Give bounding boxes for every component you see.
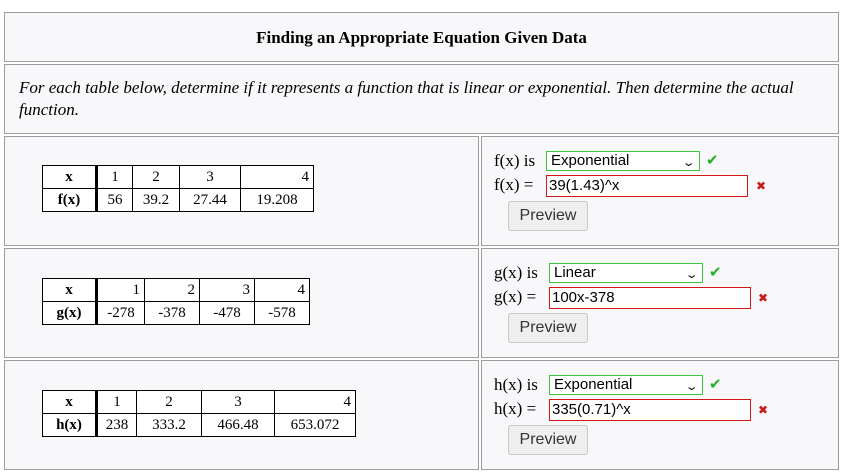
h-type-value: Exponential: [554, 376, 633, 393]
cross-icon: ✖: [758, 403, 769, 417]
table-cell: -578: [254, 301, 310, 325]
g-data-table: x 1 2 3 4 g(x) -278 -378 -478 -578: [42, 278, 310, 325]
table-row: g(x) -278 -378 -478 -578: [42, 301, 310, 325]
table-row: x 1 2 3 4: [42, 390, 356, 414]
problem-h-table-panel: x 1 2 3 4 h(x) 238 333.2 466.48 653.072: [4, 360, 479, 470]
table-row: x 1 2 3 4: [42, 165, 314, 189]
table-cell: 4: [254, 278, 310, 302]
title-panel: Finding an Appropriate Equation Given Da…: [4, 12, 839, 62]
h-data-table: x 1 2 3 4 h(x) 238 333.2 466.48 653.072: [42, 390, 356, 437]
table-cell: 56: [96, 188, 133, 212]
table-cell: 333.2: [136, 413, 202, 437]
problem-g-answer-panel: g(x) is Linear ⌄ ✔ g(x) = 100x-378 ✖ Pre…: [481, 248, 839, 358]
hx-header: h(x): [42, 413, 98, 437]
g-equation-label: g(x) =: [494, 287, 537, 306]
table-cell: 2: [136, 390, 202, 414]
table-cell: 466.48: [201, 413, 275, 437]
chevron-down-icon: ⌄: [681, 157, 696, 169]
cross-icon: ✖: [758, 291, 769, 305]
table-cell: -478: [199, 301, 255, 325]
g-preview-button[interactable]: Preview: [508, 313, 588, 343]
check-icon: ✔: [706, 151, 719, 169]
instructions-text: For each table below, determine if it re…: [19, 78, 794, 119]
table-cell: 2: [132, 165, 180, 189]
table-cell: 39.2: [132, 188, 180, 212]
table-row: x 1 2 3 4: [42, 278, 310, 302]
table-cell: 27.44: [179, 188, 241, 212]
table-cell: -278: [96, 301, 145, 325]
table-cell: 2: [144, 278, 200, 302]
check-icon: ✔: [709, 375, 722, 393]
chevron-down-icon: ⌄: [684, 381, 699, 393]
problem-g-table-panel: x 1 2 3 4 g(x) -278 -378 -478 -578: [4, 248, 479, 358]
table-row: f(x) 56 39.2 27.44 19.208: [42, 188, 314, 212]
h-equation-label: h(x) =: [494, 399, 537, 418]
table-cell: 653.072: [274, 413, 356, 437]
f-equation-input[interactable]: 39(1.43)^x: [546, 175, 748, 197]
problem-f-answer-panel: f(x) is Exponential ⌄ ✔ f(x) = 39(1.43)^…: [481, 136, 839, 246]
table-cell: 4: [240, 165, 314, 189]
table-cell: 19.208: [240, 188, 314, 212]
x-header: x: [42, 390, 98, 414]
cross-icon: ✖: [756, 179, 767, 193]
chevron-down-icon: ⌄: [684, 269, 699, 281]
f-type-value: Exponential: [551, 152, 630, 169]
h-type-select[interactable]: Exponential ⌄: [549, 375, 703, 395]
table-cell: 1: [96, 390, 137, 414]
f-type-label: f(x) is: [494, 151, 536, 170]
g-type-value: Linear: [554, 264, 596, 281]
problem-h-answer-panel: h(x) is Exponential ⌄ ✔ h(x) = 335(0.71)…: [481, 360, 839, 470]
table-cell: 3: [179, 165, 241, 189]
table-cell: 3: [201, 390, 275, 414]
table-cell: 1: [96, 165, 133, 189]
g-type-label: g(x) is: [494, 263, 538, 282]
check-icon: ✔: [709, 263, 722, 281]
h-preview-button[interactable]: Preview: [508, 425, 588, 455]
f-type-select[interactable]: Exponential ⌄: [546, 151, 700, 171]
h-type-label: h(x) is: [494, 375, 538, 394]
h-equation-input[interactable]: 335(0.71)^x: [549, 399, 751, 421]
table-row: h(x) 238 333.2 466.48 653.072: [42, 413, 356, 437]
x-header: x: [42, 165, 98, 189]
page-title: Finding an Appropriate Equation Given Da…: [256, 28, 587, 47]
fx-header: f(x): [42, 188, 98, 212]
g-type-select[interactable]: Linear ⌄: [549, 263, 703, 283]
table-cell: 4: [274, 390, 356, 414]
f-data-table: x 1 2 3 4 f(x) 56 39.2 27.44 19.208: [42, 165, 314, 212]
table-cell: -378: [144, 301, 200, 325]
gx-header: g(x): [42, 301, 98, 325]
x-header: x: [42, 278, 98, 302]
f-equation-label: f(x) =: [494, 175, 534, 194]
f-preview-button[interactable]: Preview: [508, 201, 588, 231]
table-cell: 238: [96, 413, 137, 437]
table-cell: 1: [96, 278, 145, 302]
g-equation-input[interactable]: 100x-378: [549, 287, 751, 309]
instructions-panel: For each table below, determine if it re…: [4, 64, 839, 134]
table-cell: 3: [199, 278, 255, 302]
problem-f-table-panel: x 1 2 3 4 f(x) 56 39.2 27.44 19.208: [4, 136, 479, 246]
